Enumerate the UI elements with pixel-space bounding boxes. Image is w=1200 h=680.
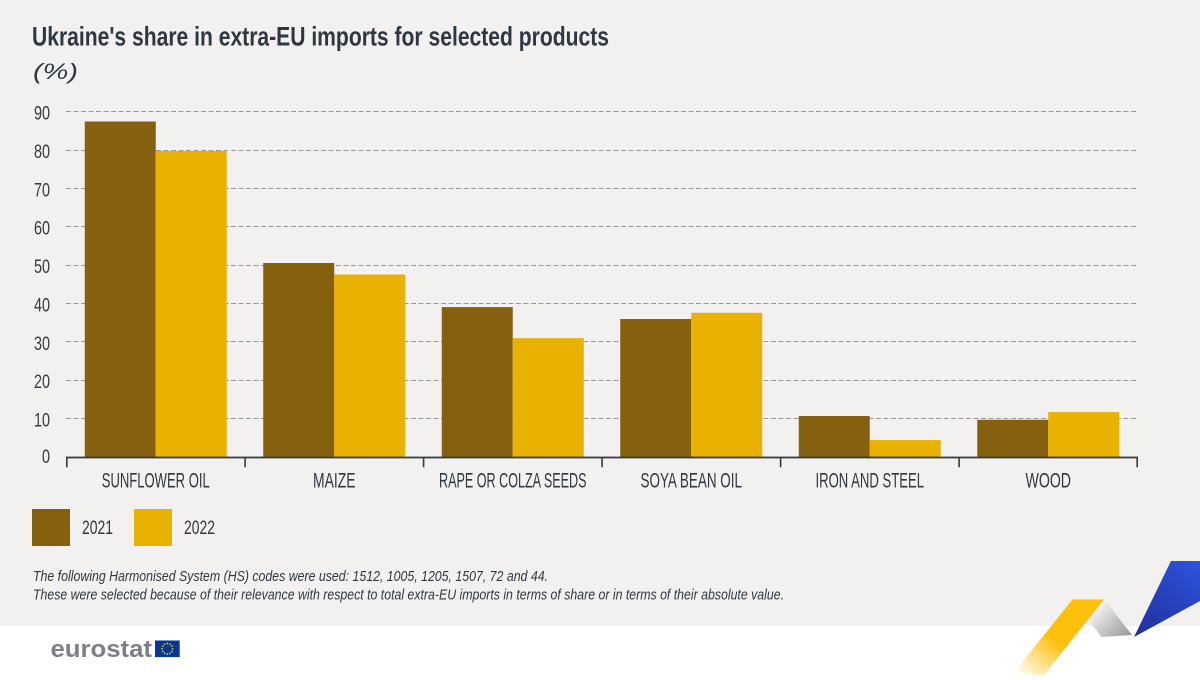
svg-text:RAPE OR COLZA SEEDS: RAPE OR COLZA SEEDS: [439, 470, 587, 493]
svg-text:These were selected because of: These were selected because of their rel…: [33, 587, 784, 604]
svg-text:70: 70: [34, 180, 50, 201]
svg-text:60: 60: [34, 219, 50, 240]
svg-text:2021: 2021: [82, 518, 113, 539]
svg-text:SUNFLOWER OIL: SUNFLOWER OIL: [102, 470, 210, 493]
svg-text:30: 30: [34, 334, 50, 355]
svg-text:90: 90: [34, 104, 50, 125]
svg-text:2022: 2022: [184, 518, 215, 539]
svg-text:20: 20: [34, 372, 50, 393]
svg-text:eurostat: eurostat: [51, 636, 153, 663]
svg-text:(%): (%): [33, 59, 78, 84]
svg-text:Ukraine's share in extra-EU im: Ukraine's share in extra-EU imports for …: [32, 22, 609, 52]
svg-text:10: 10: [34, 411, 50, 432]
svg-text:80: 80: [34, 142, 50, 163]
svg-text:40: 40: [34, 296, 50, 317]
svg-text:IRON AND STEEL: IRON AND STEEL: [816, 470, 925, 493]
svg-text:The following Harmonised Syste: The following Harmonised System (HS) cod…: [33, 568, 548, 585]
svg-text:50: 50: [34, 257, 50, 278]
svg-text:SOYA BEAN OIL: SOYA BEAN OIL: [641, 470, 743, 493]
svg-text:MAIZE: MAIZE: [313, 470, 356, 493]
svg-text:0: 0: [42, 447, 50, 468]
svg-text:WOOD: WOOD: [1026, 470, 1072, 493]
